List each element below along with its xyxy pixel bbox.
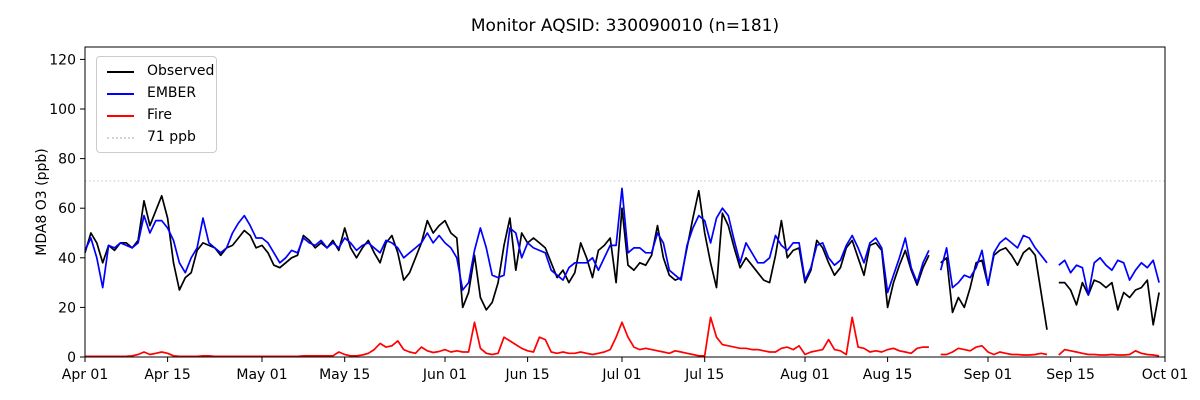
x-tick-label: May 15 [319,367,370,383]
legend-label-threshold: 71 ppb [147,129,196,145]
legend-label-fire: Fire [147,107,172,123]
chart-title: Monitor AQSID: 330090010 (n=181) [470,16,780,36]
x-tick-label: Sep 15 [1046,367,1095,383]
y-tick-label: 40 [58,251,76,267]
legend-item-fire: Fire [107,108,206,123]
legend-item-observed: Observed [107,64,214,79]
x-tick-label: Sep 01 [964,367,1013,383]
x-tick-label: Aug 15 [863,367,913,383]
fire-line-swatch [107,114,134,117]
ember-series-line [84,187,1160,296]
x-tick-label: May 01 [236,367,287,383]
legend-item-threshold: 71 ppb [107,130,206,145]
plot-border [84,46,1166,358]
x-tick-label: Jun 15 [505,367,550,383]
y-tick-label: 20 [58,300,76,316]
x-tick-label: Oct 01 [1142,367,1188,383]
legend-item-ember: EMBER [107,86,206,101]
x-tick-label: Jul 01 [601,367,641,383]
fire-series-line [85,316,1160,358]
threshold-line-swatch [107,136,134,139]
legend: Observed EMBER Fire 71 ppb [96,56,217,153]
x-tick-label: Jul 15 [684,367,724,383]
legend-label-observed: Observed [147,63,215,79]
y-tick-label: 120 [49,52,76,68]
x-tick-label: Jun 01 [422,367,467,383]
y-tick-label: 100 [49,102,76,118]
y-tick-label: 80 [58,152,76,168]
x-tick-label: Apr 01 [62,367,108,383]
legend-label-ember: EMBER [147,85,197,101]
x-tick-label: Apr 15 [144,367,190,383]
observed-line-swatch [107,70,134,73]
observed-series-line [84,189,1160,330]
ember-line-swatch [107,92,134,95]
y-tick-label: 60 [58,201,76,217]
x-tick-label: Aug 01 [780,367,830,383]
y-tick-label: 0 [67,350,76,366]
